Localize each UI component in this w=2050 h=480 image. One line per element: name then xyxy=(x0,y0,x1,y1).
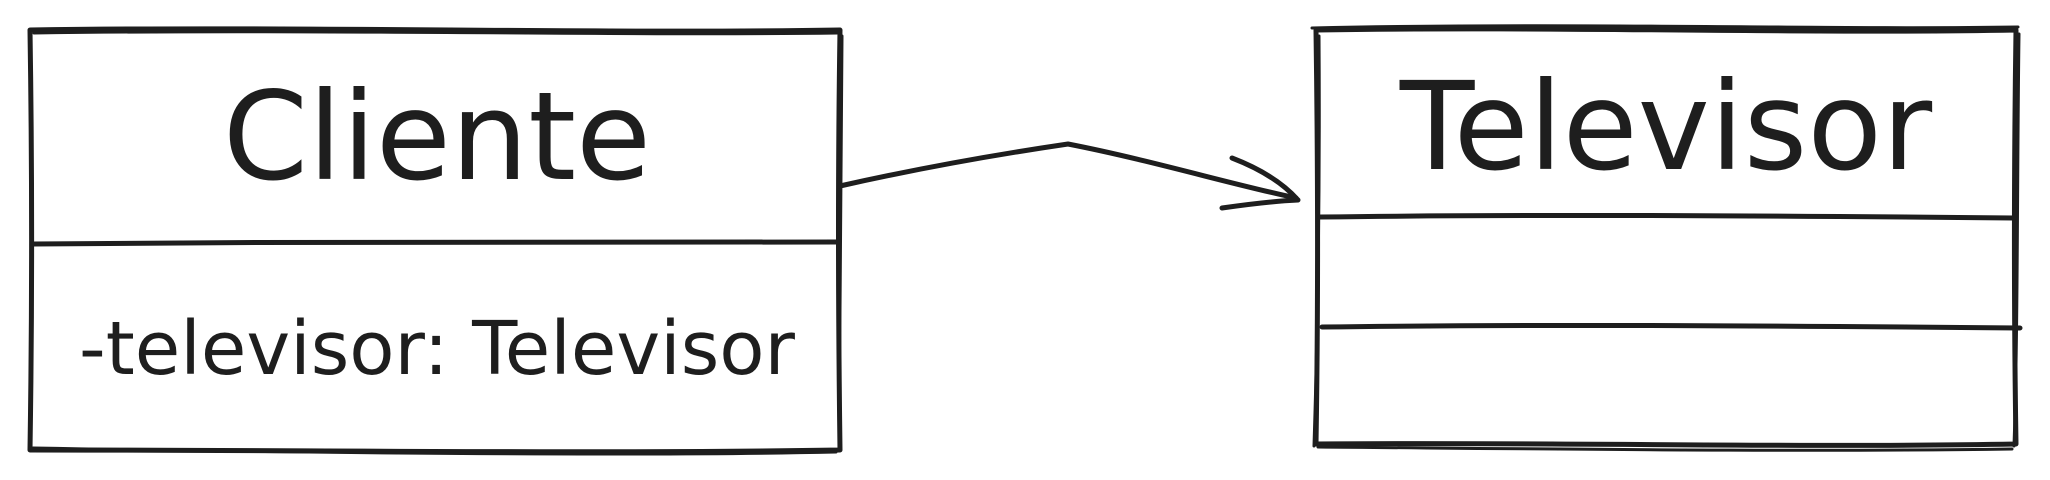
association-arrowhead xyxy=(1219,155,1301,211)
association-arrow-shaft xyxy=(837,141,1299,201)
class-box-cliente-divider xyxy=(30,239,841,247)
class-name-televisor: Televisor xyxy=(1399,56,1933,198)
class-attribute-televisor: -televisor: Televisor xyxy=(79,306,795,392)
class-box-cliente-outline xyxy=(27,26,843,455)
class-box-televisor-divider-2 xyxy=(1319,322,2023,331)
class-box-televisor-outline-stroke2 xyxy=(1310,24,2021,452)
class-name-cliente: Cliente xyxy=(222,66,652,208)
class-box-televisor[interactable] xyxy=(1310,24,2023,452)
association-arrow[interactable] xyxy=(837,141,1301,211)
class-box-cliente[interactable] xyxy=(27,26,844,456)
class-box-televisor-divider-1 xyxy=(1317,212,2017,221)
class-box-cliente-outline-stroke2 xyxy=(31,30,844,456)
